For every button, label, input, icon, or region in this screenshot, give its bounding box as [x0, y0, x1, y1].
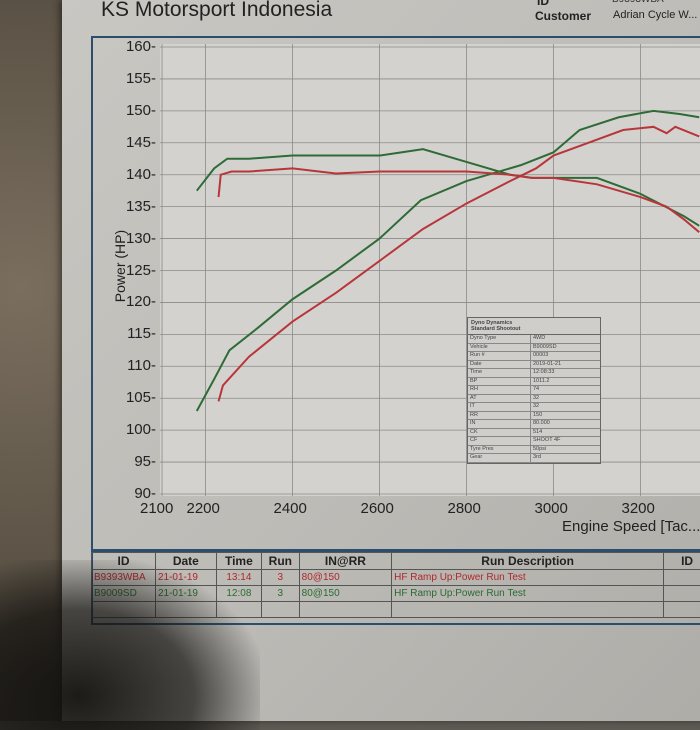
x-tick-label: 3000: [535, 500, 568, 517]
column-header: ID: [92, 553, 156, 570]
x-tick-label: 2100: [140, 500, 173, 517]
dyno-chart: [160, 44, 700, 496]
customer-value: Adrian Cycle W...: [613, 9, 697, 21]
x-axis-label: Engine Speed [Tac...]: [562, 518, 700, 535]
column-header: Date: [155, 553, 216, 570]
x-tick-label: 2800: [448, 500, 481, 517]
customer-label: Customer: [535, 9, 591, 23]
y-tick-label: 110-: [108, 357, 156, 374]
column-header: Time: [216, 553, 261, 570]
y-tick-label: 150-: [108, 102, 156, 119]
y-tick-label: 160-: [108, 38, 156, 55]
y-tick-label: 140-: [108, 166, 156, 183]
table-row: [92, 602, 700, 618]
column-header: Run Description: [392, 553, 664, 570]
page-title: KS Motorsport Indonesia: [101, 0, 332, 22]
x-tick-label: 2400: [274, 500, 307, 517]
series-line: [219, 168, 700, 232]
y-tick-label: 105-: [108, 389, 156, 406]
y-tick-label: 100-: [108, 421, 156, 438]
desk-background: [0, 0, 70, 721]
x-tick-label: 2600: [361, 500, 394, 517]
x-tick-label: 3200: [622, 500, 655, 517]
id-value: B9393WBA: [612, 0, 664, 5]
column-header: ID: [664, 553, 700, 570]
column-header: IN@RR: [299, 553, 391, 570]
dyno-info-box: Dyno Dynamics Standard Shootout Dyno Typ…: [467, 317, 601, 464]
y-tick-label: 155-: [108, 70, 156, 87]
y-tick-label: 145-: [108, 134, 156, 151]
plot-area: [160, 44, 700, 496]
id-label: ID: [537, 0, 549, 8]
column-header: Run: [262, 553, 300, 570]
y-tick-label: 95-: [108, 453, 156, 470]
y-tick-label: 115-: [108, 325, 156, 342]
y-axis-label: Power (HP): [112, 211, 128, 321]
info-row: Run #00003: [468, 352, 600, 361]
x-tick-label: 2200: [187, 500, 220, 517]
info-box-title: Dyno Dynamics Standard Shootout: [468, 318, 600, 335]
